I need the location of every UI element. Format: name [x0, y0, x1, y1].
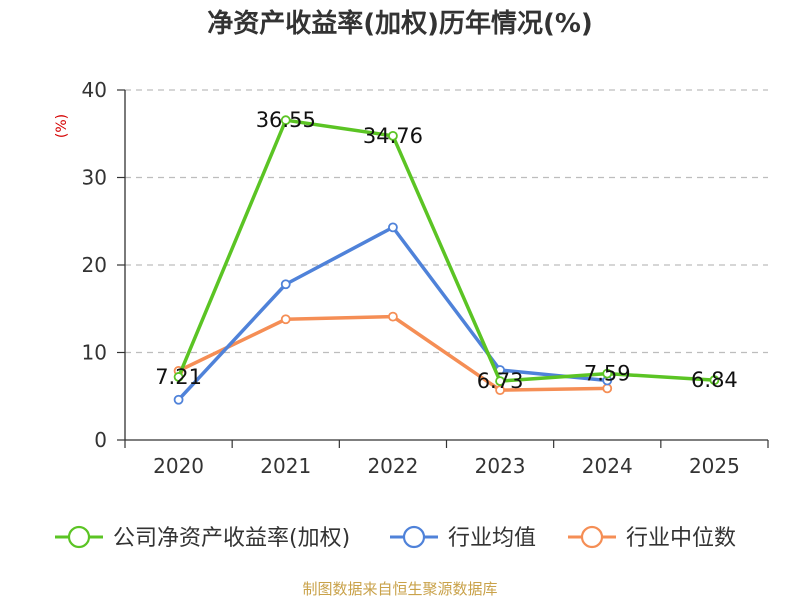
series-line	[176, 118, 715, 383]
y-tick-label: 0	[94, 428, 107, 452]
y-tick-label: 40	[82, 78, 107, 102]
legend-marker	[580, 525, 604, 549]
legend-label: 行业均值	[448, 526, 536, 551]
data-label: 6.84	[691, 368, 738, 392]
y-axis-label: (%)	[54, 114, 70, 138]
legend-marker	[402, 525, 426, 549]
data-point	[495, 376, 505, 387]
series-2	[173, 311, 613, 396]
data-point	[280, 314, 291, 325]
data-point	[280, 279, 291, 290]
legend-label: 行业中位数	[626, 526, 736, 551]
source-note: 制图数据来自恒生聚源数据库	[302, 580, 497, 598]
series-0	[173, 115, 720, 387]
data-point	[280, 115, 291, 126]
x-tick-label: 2024	[582, 454, 633, 478]
x-tick-label: 2021	[260, 454, 311, 478]
legend-marker	[67, 525, 91, 549]
y-tick-label: 30	[82, 166, 107, 190]
legend-item-2: 行业中位数	[568, 525, 736, 551]
data-point	[709, 375, 720, 386]
data-point	[495, 385, 505, 396]
series-layer	[173, 115, 720, 405]
legend-item-1: 行业均值	[390, 525, 536, 551]
data-label: 7.21	[155, 365, 202, 389]
y-tick-label: 10	[82, 341, 107, 365]
y-tick-label: 20	[82, 253, 107, 277]
legend: 公司净资产收益率(加权) 行业均值 行业中位数	[55, 525, 736, 551]
data-label: 6.73	[477, 369, 524, 393]
x-tick-label: 2020	[153, 454, 204, 478]
data-point	[173, 372, 184, 382]
axes: 0 10 20 30 40 2020 2021 2022 2023 2024 2025	[82, 78, 769, 478]
data-labels: 7.21 36.55 34.76 6.73 7.59 6.84	[155, 108, 738, 393]
data-label: 36.55	[256, 108, 316, 132]
legend-label: 公司净资产收益率(加权)	[113, 526, 350, 551]
chart-title: 净资产收益率(加权)历年情况(%)	[207, 8, 593, 39]
grid	[125, 89, 768, 354]
x-tick-label: 2025	[689, 454, 740, 478]
data-point	[388, 130, 398, 141]
data-point	[388, 222, 398, 233]
data-point	[602, 368, 613, 379]
data-point	[173, 394, 184, 405]
data-label: 7.59	[584, 362, 631, 386]
x-tick-label: 2023	[475, 454, 526, 478]
data-label: 34.76	[363, 124, 423, 148]
x-tick-label: 2022	[367, 454, 418, 478]
legend-item-0: 公司净资产收益率(加权)	[55, 525, 350, 551]
data-point	[388, 311, 398, 322]
